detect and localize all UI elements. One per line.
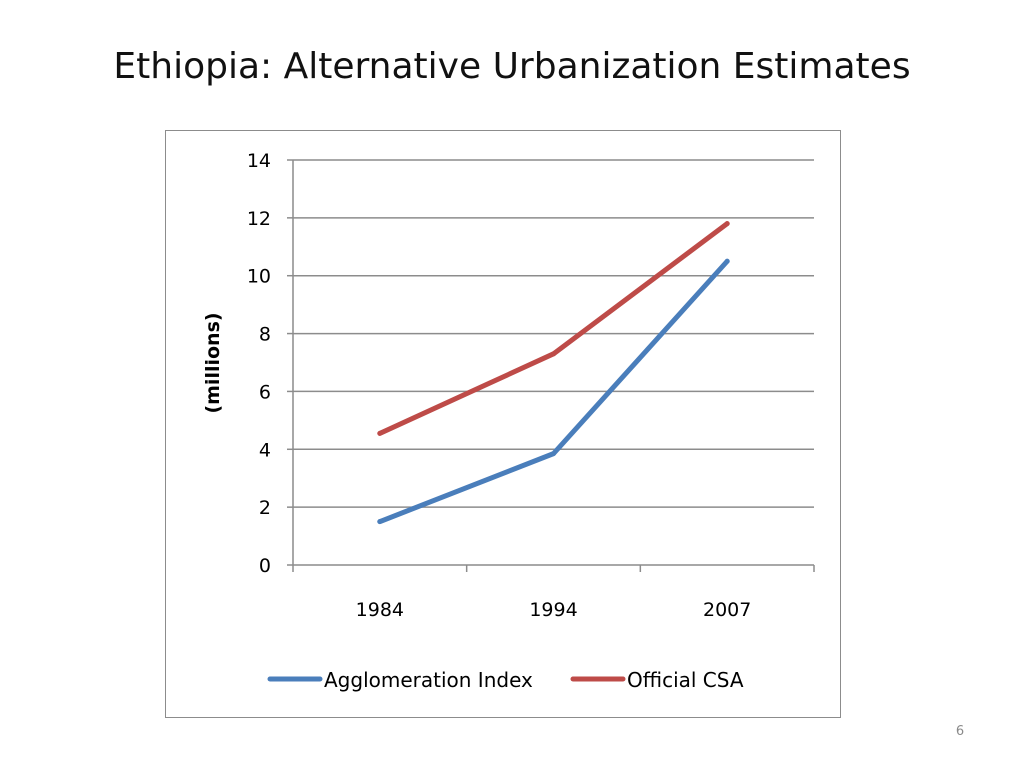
y-tick-label: 14 bbox=[247, 150, 271, 172]
legend: Agglomeration Index Official CSA bbox=[267, 668, 744, 692]
y-tick-label: 6 bbox=[259, 381, 271, 403]
data-point bbox=[551, 351, 556, 357]
series-line-1 bbox=[377, 221, 730, 436]
y-tick-label: 12 bbox=[247, 208, 271, 230]
slide-title: Ethiopia: Alternative Urbanization Estim… bbox=[113, 46, 911, 87]
axes bbox=[287, 159, 815, 572]
x-tick-labels: 1984 1994 2007 bbox=[356, 599, 752, 621]
data-point bbox=[377, 430, 383, 436]
y-tick-labels: 0 2 4 6 8 10 12 14 bbox=[247, 150, 271, 577]
x-tick-label: 1984 bbox=[356, 599, 404, 621]
x-tick-label: 2007 bbox=[703, 599, 751, 621]
y-tick-label: 0 bbox=[259, 555, 271, 577]
data-point bbox=[551, 451, 556, 457]
y-tick-label: 4 bbox=[259, 439, 271, 461]
y-axis-title: (millions) bbox=[202, 312, 224, 413]
y-tick-label: 8 bbox=[259, 324, 271, 346]
series-lines bbox=[377, 221, 730, 525]
data-point bbox=[377, 519, 383, 525]
chart-frame bbox=[165, 130, 841, 718]
gridlines bbox=[293, 159, 814, 508]
y-tick-label: 10 bbox=[247, 266, 271, 288]
y-tick-label: 2 bbox=[259, 497, 271, 519]
legend-label: Official CSA bbox=[627, 668, 744, 692]
data-point bbox=[724, 221, 730, 227]
data-point bbox=[724, 258, 730, 264]
x-tick-label: 1994 bbox=[529, 599, 577, 621]
legend-label: Agglomeration Index bbox=[324, 668, 533, 692]
page-number: 6 bbox=[955, 724, 965, 739]
